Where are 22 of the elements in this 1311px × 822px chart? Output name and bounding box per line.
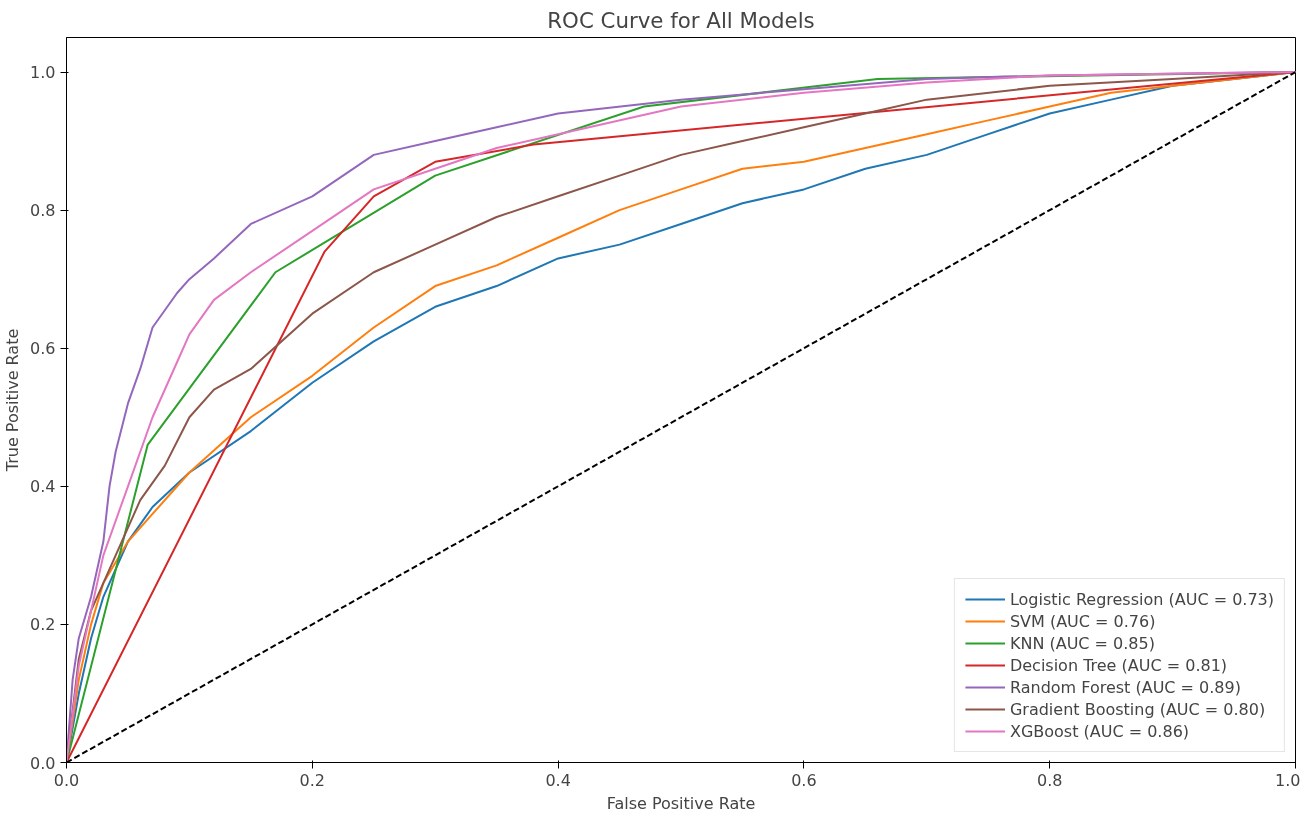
x-tick-label: 0.8 bbox=[1036, 770, 1063, 790]
legend-label: SVM (AUC = 0.76) bbox=[1009, 611, 1156, 631]
x-axis-title: False Positive Rate bbox=[606, 793, 756, 813]
legend-label: XGBoost (AUC = 0.86) bbox=[1009, 721, 1190, 741]
y-tick-label: 1.0 bbox=[30, 63, 56, 83]
y-tick-label: 0.2 bbox=[30, 615, 56, 635]
y-tick-label: 0.4 bbox=[30, 477, 56, 497]
x-tick-label: 0.2 bbox=[299, 770, 326, 790]
y-tick-label: 0.0 bbox=[30, 753, 56, 773]
x-tick-label: 0.4 bbox=[545, 770, 571, 790]
y-axis-title: True Positive Rate bbox=[3, 328, 23, 473]
y-tick-label: 0.6 bbox=[30, 339, 56, 359]
x-tick-label: 0.6 bbox=[791, 770, 817, 790]
legend-label: Logistic Regression (AUC = 0.73) bbox=[1009, 589, 1274, 609]
x-tick-label: 1.0 bbox=[1275, 770, 1301, 790]
legend-label: Decision Tree (AUC = 0.81) bbox=[1009, 655, 1228, 675]
legend-label: KNN (AUC = 0.85) bbox=[1009, 633, 1155, 653]
chart-title: ROC Curve for All Models bbox=[547, 7, 815, 33]
legend-label: Random Forest (AUC = 0.89) bbox=[1009, 677, 1241, 697]
legend-label: Gradient Boosting (AUC = 0.80) bbox=[1009, 699, 1266, 719]
x-tick-label: 0.0 bbox=[53, 770, 80, 790]
y-tick-label: 0.8 bbox=[30, 201, 56, 221]
